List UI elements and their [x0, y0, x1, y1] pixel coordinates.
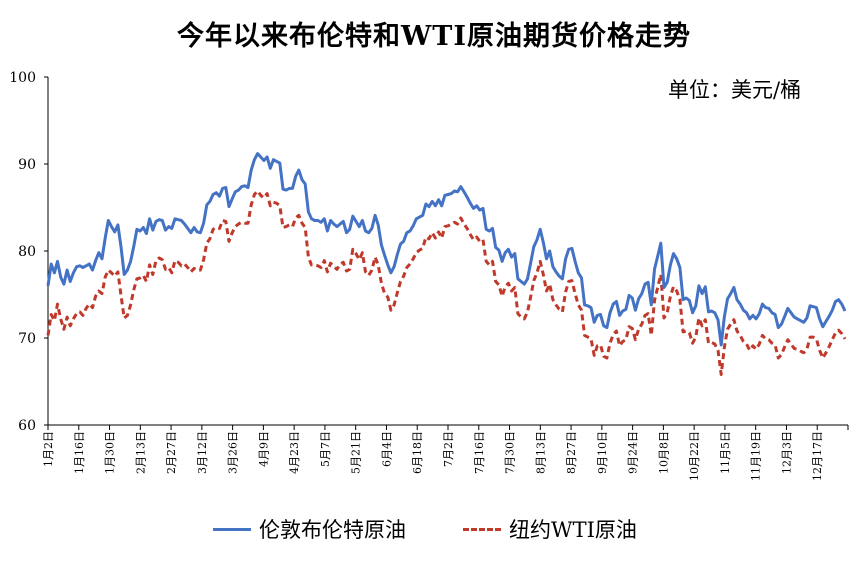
x-tick-label: 4月9日: [257, 431, 270, 467]
series-layer: [46, 152, 847, 376]
legend-swatch-dashed-line: [463, 527, 501, 531]
x-tick-label: 8月13日: [534, 431, 547, 474]
x-tick-label: 9月24日: [627, 431, 640, 474]
axes: [44, 76, 849, 430]
y-tick-label: 60: [18, 418, 36, 434]
x-tick-label: 6月18日: [411, 431, 424, 474]
x-tick-label: 7月16日: [473, 431, 486, 474]
x-tick-label: 11月5日: [719, 431, 732, 474]
x-tick-label: 2月13日: [134, 431, 147, 474]
x-tick-label: 2月27日: [165, 431, 178, 474]
legend-item-wti: 纽约WTI原油: [463, 514, 637, 544]
legend-label-brent: 伦敦布伦特原油: [259, 518, 406, 542]
y-tick-label: 90: [18, 157, 36, 173]
x-tick-label: 1月16日: [73, 431, 86, 474]
y-tick-label: 100: [9, 70, 36, 86]
legend-label-wti: 纽约WTI原油: [509, 518, 637, 542]
x-tick-label: 3月26日: [227, 431, 240, 474]
x-tick-label: 11月19日: [750, 431, 763, 481]
x-tick-label: 1月2日: [42, 431, 55, 467]
x-tick-label: 4月23日: [288, 431, 301, 474]
x-tick-label: 5月21日: [350, 431, 363, 474]
unit-label: 单位：美元/桶: [668, 78, 802, 102]
x-tick-label: 12月3日: [780, 431, 793, 474]
legend-swatch-solid-line: [213, 527, 251, 531]
x-tick-label: 3月12日: [196, 431, 209, 474]
x-tick-label: 8月27日: [565, 431, 578, 474]
x-tick-label: 9月10日: [596, 431, 609, 474]
tick-labels: 60 70 80 90 100 1月2日 1月16日 1月30日 2月13日 2月27日 3月12日…: [9, 70, 824, 481]
x-tick-label: 12月17日: [811, 431, 824, 481]
y-tick-label: 70: [18, 331, 36, 347]
x-tick-label: 10月8日: [657, 431, 670, 474]
series-line-brent: [46, 152, 847, 347]
x-tick-label: 6月4日: [380, 431, 393, 467]
chart-title: 今年以来布伦特和WTI原油期货价格走势: [176, 21, 692, 52]
x-tick-label: 1月30日: [104, 431, 117, 474]
x-tick-label: 7月30日: [504, 431, 517, 474]
series-line-wti: [46, 189, 847, 376]
x-tick-label: 10月22日: [688, 431, 701, 481]
y-tick-label: 80: [18, 244, 36, 260]
x-tick-label: 7月2日: [442, 431, 455, 467]
x-tick-label: 5月7日: [319, 431, 332, 467]
legend-item-brent: 伦敦布伦特原油: [213, 514, 406, 544]
